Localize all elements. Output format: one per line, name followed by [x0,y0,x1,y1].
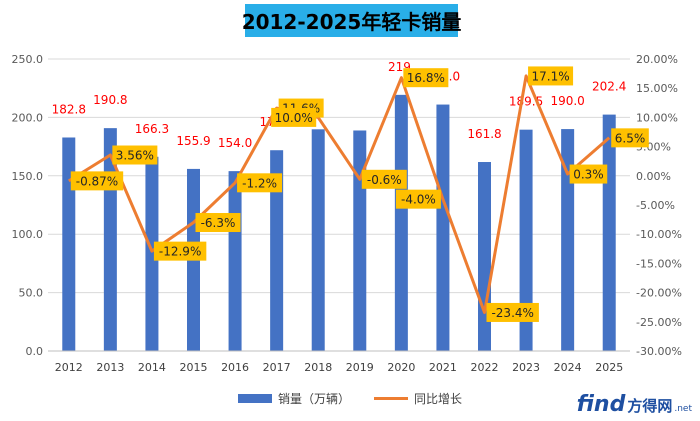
y-right-tick-label: 10.00% [636,111,678,124]
x-tick-label: 2013 [96,361,124,374]
growth-label-box [611,128,649,148]
growth-label-box [195,213,241,233]
bar [270,150,284,351]
growth-label-box [569,164,608,184]
bar [353,130,367,351]
x-tick-label: 2018 [304,361,332,374]
y-right-tick-label: -20.00% [636,287,682,300]
growth-label-box [70,171,124,191]
y-left-tick-label: 150.0 [12,170,44,183]
bar-value-label: 190.8 [93,93,127,107]
y-right-tick-label: -30.00% [636,345,682,358]
growth-label: 10.0% [275,111,313,125]
y-left-tick-label: 200.0 [12,111,44,124]
growth-label: 17.1% [532,69,570,83]
y-left-tick-label: 0.0 [26,345,44,358]
chart-title-box: 2012-2025年轻卡销量 [242,4,461,37]
bar [519,129,533,351]
growth-label: 0.3% [573,168,604,182]
watermark-brand-net: .net [674,404,692,414]
y-right-tick-label: 15.00% [636,82,678,95]
bar [311,129,325,351]
bar-value-label: 154.0 [218,136,252,150]
growth-label-box [112,145,158,165]
growth-label-box [528,66,574,86]
watermark-brand-cn: 方得网 [627,397,673,415]
growth-label-box [271,107,317,127]
x-tick-label: 2023 [512,361,540,374]
growth-label-box [153,241,207,261]
bar-value-label: 182.8 [52,102,86,116]
y-right-tick-label: 20.00% [636,53,678,66]
growth-label: 6.5% [615,131,646,145]
y-right-tick-label: -25.00% [636,316,682,329]
x-tick-label: 2022 [471,361,499,374]
bar [228,171,242,351]
growth-label: 3.56% [116,149,154,163]
legend-item-growth: 同比增长 [374,390,462,407]
x-tick-label: 2014 [138,361,166,374]
x-tick-label: 2021 [429,361,457,374]
watermark-brand-en: find [576,392,626,417]
bar-value-label: 166.3 [135,122,169,136]
bar [478,162,491,351]
growth-label: 16.8% [407,71,445,85]
legend-label-sales: 销量（万辆） [277,392,350,406]
growth-label: -12.9% [159,245,201,259]
bar [602,114,616,351]
growth-label-box [361,169,407,189]
watermark-logo: find 方得网 .net [577,392,692,417]
bar [145,156,159,351]
growth-label: -23.4% [491,306,533,320]
legend-item-sales: 销量（万辆） [237,390,350,407]
y-right-tick-label: -15.00% [636,257,682,270]
y-right-tick-label: -5.00% [636,199,675,212]
bar [394,94,408,351]
growth-label: -1.2% [242,176,277,190]
growth-label: -0.87% [76,174,118,188]
chart-title: 2012-2025年轻卡销量 [241,10,462,34]
y-right-tick-label: 0.00% [636,170,671,183]
x-tick-label: 2024 [554,361,582,374]
growth-label-box [403,68,449,88]
x-tick-label: 2020 [387,361,415,374]
bar-value-label: 190.0 [550,94,584,108]
legend-swatch-bar [237,394,272,403]
y-left-tick-label: 250.0 [12,53,44,66]
legend-label-growth: 同比增长 [414,392,463,406]
growth-label: -0.6% [367,173,402,187]
x-tick-label: 2025 [595,361,623,374]
legend: 销量（万辆） 同比增长 [0,390,700,407]
bar [561,129,575,351]
x-tick-label: 2012 [55,361,83,374]
growth-label-box [237,173,283,193]
growth-label: -4.0% [401,193,436,207]
y-right-tick-label: -10.00% [636,228,682,241]
x-tick-label: 2015 [180,361,208,374]
growth-label: -6.3% [201,216,236,230]
legend-swatch-line [374,397,408,400]
bar-value-label: 161.8 [467,127,501,141]
y-left-tick-label: 100.0 [12,228,44,241]
bar-value-label: 155.9 [176,134,210,148]
bar-value-label: 202.4 [592,80,626,94]
growth-label-box [395,189,441,209]
growth-label-box [486,302,539,322]
bar [62,137,76,351]
y-left-tick-label: 50.0 [19,287,44,300]
x-tick-label: 2016 [221,361,249,374]
x-tick-label: 2019 [346,361,374,374]
bar [436,104,450,351]
x-tick-label: 2017 [263,361,291,374]
